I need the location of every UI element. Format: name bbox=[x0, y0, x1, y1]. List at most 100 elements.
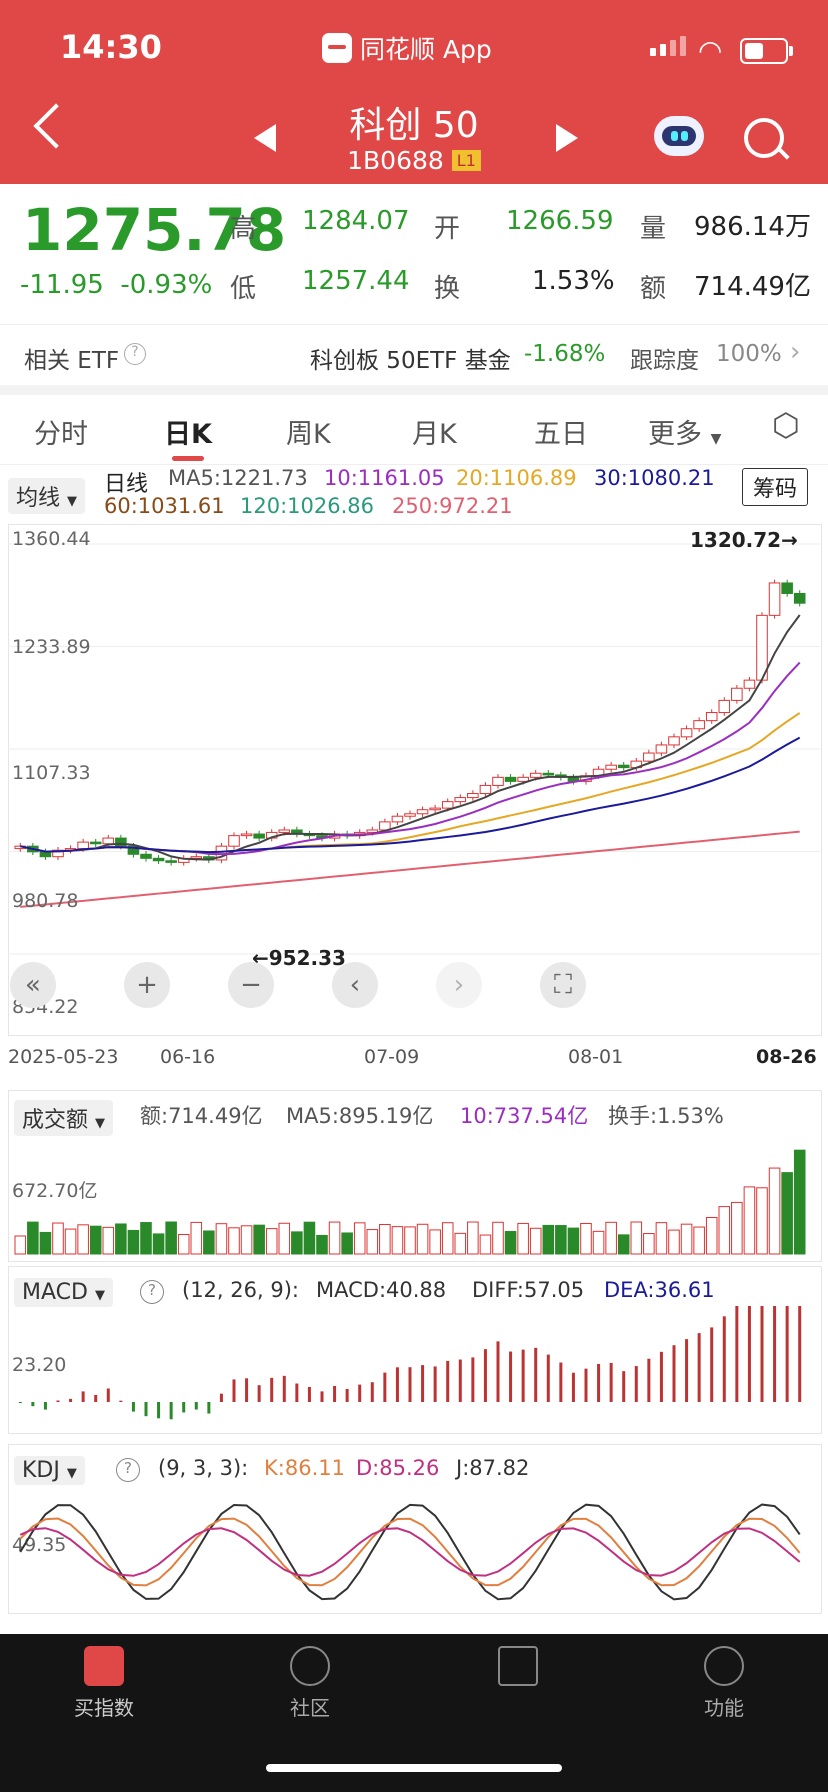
track-value: 100% bbox=[716, 341, 782, 367]
candle bbox=[454, 797, 467, 803]
app-header: 14:30 同花顺 App ◠ 科创 50 1B0688 L1 bbox=[0, 0, 828, 184]
tab-intraday[interactable]: 分时 bbox=[34, 419, 88, 450]
macd-bar bbox=[710, 1327, 714, 1402]
macd-bar bbox=[207, 1402, 211, 1414]
tab-more[interactable]: 更多 ▼ bbox=[648, 419, 722, 450]
candle bbox=[190, 856, 203, 859]
etf-name: 科创板 50ETF 基金 bbox=[310, 348, 511, 374]
candle bbox=[743, 679, 756, 689]
volume-ma10: 10:737.54亿 bbox=[460, 1104, 589, 1128]
macd-bar bbox=[56, 1400, 60, 1402]
signal-icon bbox=[650, 36, 686, 56]
zoom-out-far-icon[interactable]: « bbox=[10, 962, 56, 1008]
open-label: 开 bbox=[434, 214, 461, 244]
volume-bar bbox=[303, 1221, 316, 1255]
macd-bar bbox=[798, 1306, 802, 1402]
volume-bar bbox=[630, 1221, 643, 1255]
macd-bar bbox=[295, 1383, 299, 1402]
macd-bar bbox=[257, 1385, 261, 1402]
back-icon[interactable] bbox=[33, 103, 79, 149]
help-icon[interactable]: ? bbox=[124, 343, 146, 365]
volume-bar bbox=[768, 1167, 781, 1255]
volume-panel[interactable] bbox=[8, 1090, 822, 1262]
macd-bar bbox=[571, 1372, 575, 1402]
candle bbox=[693, 720, 705, 730]
robot-assistant-icon[interactable] bbox=[654, 116, 704, 156]
kline-chart[interactable] bbox=[8, 524, 820, 1034]
tab-five-day[interactable]: 五日 bbox=[534, 419, 588, 450]
macd-bar bbox=[773, 1306, 777, 1402]
volume-bar bbox=[379, 1223, 391, 1255]
y-axis-2: 1233.89 bbox=[12, 636, 91, 658]
volume-bar bbox=[190, 1221, 203, 1255]
volume-bar bbox=[152, 1233, 165, 1255]
candle bbox=[718, 699, 731, 714]
zoom-out-icon[interactable]: − bbox=[228, 962, 274, 1008]
macd-bar bbox=[584, 1368, 588, 1402]
community-button[interactable]: 社区 bbox=[250, 1646, 370, 1721]
volume-bar bbox=[492, 1221, 504, 1255]
volume-bar bbox=[617, 1234, 630, 1255]
fullscreen-icon[interactable]: ⛶ bbox=[540, 962, 586, 1008]
scroll-right-icon[interactable]: › bbox=[436, 962, 482, 1008]
volume-bar bbox=[680, 1223, 693, 1255]
kdj-help-icon[interactable]: ? bbox=[116, 1458, 140, 1482]
tab-monthly-k[interactable]: 月K bbox=[412, 419, 457, 450]
min-marker: ←952.33 bbox=[252, 946, 346, 970]
macd-bar bbox=[496, 1341, 500, 1402]
buy-index-button[interactable]: 买指数 bbox=[44, 1646, 164, 1721]
macd-bar bbox=[106, 1388, 110, 1402]
settings-hexagon-icon[interactable]: ⬡ bbox=[772, 406, 800, 444]
macd-bar bbox=[609, 1362, 613, 1402]
candle bbox=[605, 764, 617, 770]
chip-button[interactable]: 筹码 bbox=[742, 468, 809, 506]
kdj-panel[interactable] bbox=[8, 1444, 822, 1614]
scroll-left-icon[interactable]: ‹ bbox=[332, 962, 378, 1008]
ma-dropdown[interactable]: 均线 ▼ bbox=[8, 478, 86, 514]
macd-bar bbox=[144, 1402, 148, 1417]
search-icon[interactable] bbox=[744, 118, 784, 158]
kdj-dropdown[interactable]: KDJ ▼ bbox=[14, 1456, 85, 1485]
macd-bar bbox=[747, 1306, 751, 1402]
related-etf-row[interactable]: 相关 ETF ? 科创板 50ETF 基金 -1.68% 跟踪度 100% › bbox=[0, 324, 828, 395]
macd-bar bbox=[307, 1387, 311, 1402]
macd-bar bbox=[131, 1402, 135, 1412]
volume-bar bbox=[504, 1231, 517, 1255]
macd-y-label: 23.20 bbox=[12, 1354, 67, 1376]
candle bbox=[643, 752, 655, 762]
macd-dropdown[interactable]: MACD ▼ bbox=[14, 1278, 113, 1307]
minus-button[interactable] bbox=[458, 1646, 578, 1692]
zoom-in-icon[interactable]: + bbox=[124, 962, 170, 1008]
macd-bar bbox=[697, 1333, 701, 1402]
candle bbox=[77, 841, 89, 850]
tab-daily-k[interactable]: 日K bbox=[164, 412, 212, 461]
functions-button[interactable]: 功能 bbox=[664, 1646, 784, 1721]
macd-chart bbox=[18, 1306, 802, 1420]
macd-help-icon[interactable]: ? bbox=[140, 1280, 164, 1304]
volume-dropdown[interactable]: 成交额 ▼ bbox=[14, 1100, 114, 1136]
kline-panel[interactable] bbox=[8, 524, 822, 1036]
x-axis-3: 07-09 bbox=[364, 1046, 420, 1068]
macd-value: MACD:40.88 bbox=[316, 1278, 447, 1302]
macd-bar bbox=[69, 1398, 73, 1402]
kdj-k: K:86.11 bbox=[264, 1456, 345, 1480]
x-axis-start: 2025-05-23 bbox=[8, 1046, 119, 1068]
volume-bar bbox=[203, 1230, 215, 1255]
prev-stock-icon[interactable] bbox=[254, 124, 276, 152]
candle bbox=[278, 829, 291, 833]
star-icon bbox=[290, 1646, 330, 1686]
current-price: 1275.78 bbox=[22, 196, 287, 264]
buy-icon bbox=[84, 1646, 124, 1686]
app-logo-icon bbox=[322, 33, 352, 63]
next-stock-icon[interactable] bbox=[556, 124, 578, 152]
volume-bar bbox=[316, 1234, 328, 1255]
macd-bar bbox=[760, 1306, 764, 1402]
tab-weekly-k[interactable]: 周K bbox=[286, 419, 331, 450]
macd-panel[interactable] bbox=[8, 1266, 822, 1434]
macd-bar bbox=[182, 1402, 186, 1413]
volume-bar bbox=[140, 1222, 152, 1255]
macd-bar bbox=[194, 1402, 198, 1410]
volume-bar bbox=[39, 1231, 52, 1255]
volume-bar bbox=[177, 1233, 190, 1255]
ma20-value: 20:1106.89 bbox=[456, 466, 577, 490]
